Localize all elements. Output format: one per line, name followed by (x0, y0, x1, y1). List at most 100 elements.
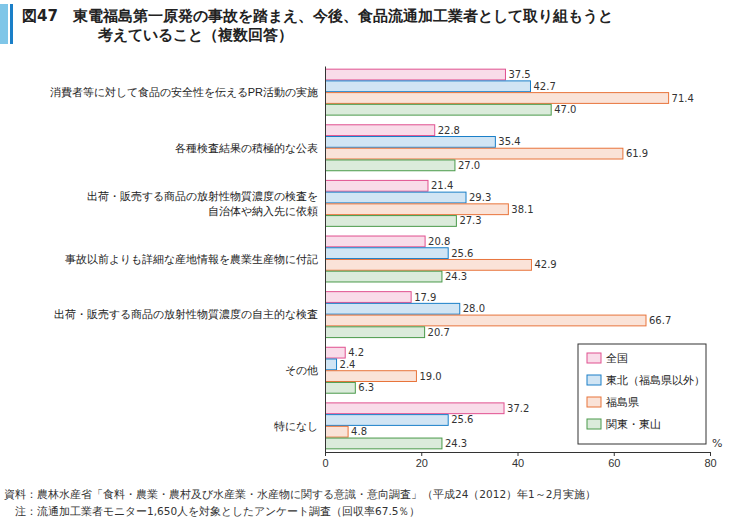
bar (325, 148, 623, 159)
chart: 図47 東電福島第一原発の事故を踏まえ、今後、食品流通加工業者として取り組もうと… (0, 0, 730, 522)
bar (325, 216, 456, 227)
bar (325, 327, 425, 338)
y-tick-label: その他 (285, 364, 318, 376)
data-label: 25.6 (451, 414, 473, 425)
data-label: 27.0 (458, 160, 480, 171)
bar (325, 426, 348, 437)
data-label: 35.4 (498, 136, 520, 147)
data-label: 71.4 (672, 93, 694, 104)
data-label: 22.8 (438, 125, 460, 136)
x-axis-label: % (712, 437, 722, 450)
y-axis: 消費者等に対して食品の安全性を伝えるPR活動の実施各種検査結果の積極的な公表出荷… (50, 67, 326, 453)
data-label: 24.3 (445, 271, 467, 282)
annotation: 注：流通加工業者モニター1,650人を対象としたアンケート調査（回収率67.5％… (4, 505, 420, 517)
y-tick: 事故以前よりも詳細な産地情報を農業生産物に付記 (65, 253, 325, 265)
x-tick-mark (710, 452, 711, 456)
bar (325, 438, 442, 449)
legend-frame (578, 344, 706, 444)
data-label: 38.1 (511, 204, 533, 215)
bar (325, 160, 455, 171)
legend: 全国東北（福島県以外）福島県関東・東山 (578, 344, 706, 444)
data-label: 2.4 (340, 359, 356, 370)
bar (325, 204, 508, 215)
data-label: 20.8 (428, 236, 450, 247)
legend-swatch (587, 375, 601, 385)
bar (325, 347, 345, 358)
bar (325, 382, 355, 393)
bar (325, 303, 460, 314)
data-label: 28.0 (463, 303, 485, 314)
data-label: 25.6 (451, 248, 473, 259)
data-label: 4.8 (351, 426, 367, 437)
data-label: 4.2 (348, 347, 364, 358)
annotation: 資料：農林水産省「食料・農業・農村及び水産業・水産物に関する意識・意向調査」（平… (4, 488, 596, 501)
y-tick-label: 出荷・販売する商品の放射性物質濃度の検査を自治体や納入先に依頼 (87, 190, 318, 217)
data-label: 37.5 (508, 69, 530, 80)
data-label: 42.9 (534, 259, 556, 270)
bar (325, 359, 337, 370)
data-label: 42.7 (533, 81, 555, 92)
y-tick: 出荷・販売する商品の放射性物質濃度の自主的な検査 (54, 308, 325, 321)
x-tick-mark (614, 452, 615, 456)
bar (325, 81, 530, 92)
data-label: 29.3 (469, 192, 491, 203)
bar (325, 315, 646, 326)
data-label: 47.0 (554, 104, 576, 115)
bar (325, 248, 448, 259)
bar (325, 415, 448, 426)
bar (325, 137, 495, 148)
data-label: 17.9 (414, 292, 436, 303)
y-tick-label: 事故以前よりも詳細な産地情報を農業生産物に付記 (65, 253, 318, 265)
data-label: 27.3 (459, 215, 481, 226)
x-axis: 0 20 40 60 80 (322, 452, 716, 469)
x-tick-label: 20 (416, 457, 428, 469)
x-tick-label: 80 (704, 457, 716, 469)
x-tick: 60 (608, 452, 620, 469)
data-label: 19.0 (419, 371, 441, 382)
bar (325, 236, 425, 247)
y-tick-label: 各種検査結果の積極的な公表 (175, 142, 318, 154)
x-axis-line (326, 453, 711, 457)
legend-label: 全国 (606, 352, 628, 365)
legend-swatch (587, 419, 601, 429)
bar (325, 371, 416, 382)
y-tick-label: 出荷・販売する商品の放射性物質濃度の自主的な検査 (54, 308, 318, 321)
legend-label: 関東・東山 (606, 418, 661, 431)
x-tick: 40 (512, 452, 524, 469)
y-tick: その他 (285, 364, 325, 376)
title-accent (0, 4, 8, 44)
bar (325, 403, 504, 414)
data-label: 24.3 (445, 438, 467, 449)
x-tick: 0 (322, 452, 328, 469)
bar (325, 104, 551, 115)
x-tick-label: 0 (322, 457, 328, 469)
bar (325, 93, 669, 104)
data-label: 61.9 (626, 148, 648, 159)
bar (325, 259, 531, 270)
x-tick-label: 40 (512, 457, 524, 469)
data-label: 66.7 (649, 315, 671, 326)
bar (325, 180, 428, 191)
bar (325, 192, 466, 203)
x-tick: 20 (416, 452, 428, 469)
title: 図47 東電福島第一原発の事故を踏まえ、今後、食品流通加工業者として取り組もうと… (22, 7, 613, 44)
data-label: 20.7 (428, 327, 450, 338)
bar (325, 125, 435, 136)
x-tick: 80 (704, 452, 716, 469)
legend-swatch (587, 353, 601, 363)
bar (325, 69, 505, 80)
data-label: 6.3 (358, 382, 374, 393)
bar (325, 292, 411, 303)
legend-label: 東北（福島県以外） (606, 374, 705, 387)
bar (325, 271, 442, 282)
y-axis-line (325, 67, 326, 453)
y-tick: 消費者等に対して食品の安全性を伝えるPR活動の実施 (50, 86, 325, 98)
data-label: 21.4 (431, 180, 453, 191)
y-tick: 各種検査結果の積極的な公表 (175, 142, 325, 154)
title-accent (10, 4, 13, 44)
legend-swatch (587, 397, 601, 407)
x-tick-label: 60 (608, 457, 620, 469)
x-tick-mark (518, 452, 519, 456)
data-label: 37.2 (507, 403, 529, 414)
y-tick-label: 消費者等に対して食品の安全性を伝えるPR活動の実施 (50, 86, 318, 98)
